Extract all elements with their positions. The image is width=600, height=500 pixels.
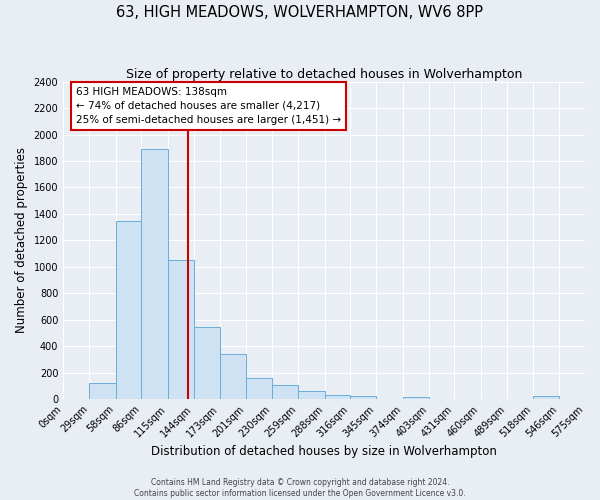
Bar (194, 327, 220, 399)
Bar (298, 391, 325, 399)
Bar (245, 378, 272, 399)
Bar (89, 382, 116, 399)
Bar (403, 397, 429, 399)
Bar (116, 220, 141, 399)
Bar (325, 395, 350, 399)
Text: 63 HIGH MEADOWS: 138sqm
← 74% of detached houses are smaller (4,217)
25% of semi: 63 HIGH MEADOWS: 138sqm ← 74% of detache… (76, 87, 341, 125)
Bar (350, 396, 376, 399)
Y-axis label: Number of detached properties: Number of detached properties (15, 148, 28, 334)
Bar (167, 260, 194, 399)
Bar (272, 385, 298, 399)
Bar (220, 354, 245, 399)
Bar (533, 396, 559, 399)
Bar (141, 149, 167, 399)
Title: Size of property relative to detached houses in Wolverhampton: Size of property relative to detached ho… (126, 68, 522, 80)
X-axis label: Distribution of detached houses by size in Wolverhampton: Distribution of detached houses by size … (151, 444, 497, 458)
Text: 63, HIGH MEADOWS, WOLVERHAMPTON, WV6 8PP: 63, HIGH MEADOWS, WOLVERHAMPTON, WV6 8PP (116, 5, 484, 20)
Text: Contains HM Land Registry data © Crown copyright and database right 2024.
Contai: Contains HM Land Registry data © Crown c… (134, 478, 466, 498)
